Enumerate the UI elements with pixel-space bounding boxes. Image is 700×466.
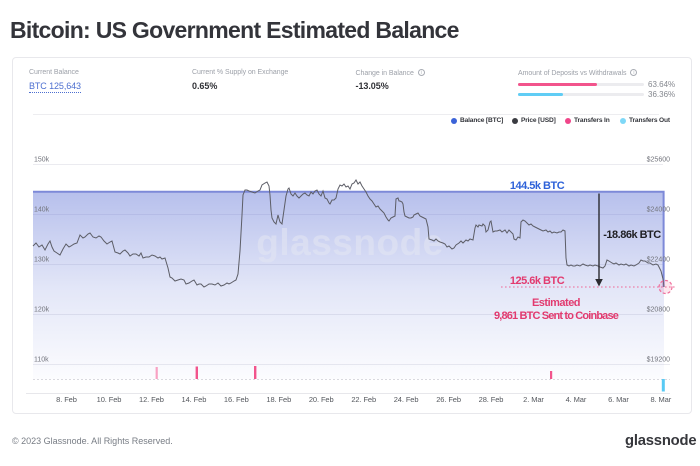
svg-text:8. Feb: 8. Feb	[56, 395, 77, 404]
svg-text:150k: 150k	[34, 157, 50, 164]
svg-text:24. Feb: 24. Feb	[394, 395, 419, 404]
svg-text:144.5k BTC: 144.5k BTC	[510, 180, 565, 192]
svg-text:120k: 120k	[34, 307, 50, 314]
svg-text:8. Mar: 8. Mar	[650, 395, 671, 404]
svg-text:$25600: $25600	[647, 157, 670, 164]
svg-text:2. Mar: 2. Mar	[523, 395, 544, 404]
svg-text:-18.86k BTC: -18.86k BTC	[603, 229, 661, 241]
svg-text:22. Feb: 22. Feb	[351, 395, 376, 404]
svg-text:12. Feb: 12. Feb	[139, 395, 164, 404]
svg-text:130k: 130k	[34, 257, 50, 264]
svg-text:14. Feb: 14. Feb	[182, 395, 207, 404]
svg-text:$19200: $19200	[647, 357, 670, 364]
svg-text:28. Feb: 28. Feb	[479, 395, 504, 404]
svg-text:110k: 110k	[34, 357, 49, 364]
svg-text:4. Mar: 4. Mar	[566, 395, 587, 404]
svg-text:$20800: $20800	[647, 307, 670, 314]
svg-text:10. Feb: 10. Feb	[97, 395, 122, 404]
svg-text:140k: 140k	[34, 207, 50, 214]
svg-text:$22400: $22400	[647, 257, 670, 264]
svg-text:9,861 BTC Sent to Coinbase: 9,861 BTC Sent to Coinbase	[494, 310, 619, 322]
svg-text:20. Feb: 20. Feb	[309, 395, 334, 404]
svg-text:$24000: $24000	[647, 207, 670, 214]
svg-text:18. Feb: 18. Feb	[266, 395, 291, 404]
svg-text:125.6k BTC: 125.6k BTC	[510, 275, 565, 287]
svg-text:16. Feb: 16. Feb	[224, 395, 249, 404]
svg-text:Estimated: Estimated	[532, 297, 580, 309]
svg-text:glassnode: glassnode	[256, 222, 444, 263]
svg-text:26. Feb: 26. Feb	[436, 395, 461, 404]
svg-text:6. Mar: 6. Mar	[608, 395, 629, 404]
